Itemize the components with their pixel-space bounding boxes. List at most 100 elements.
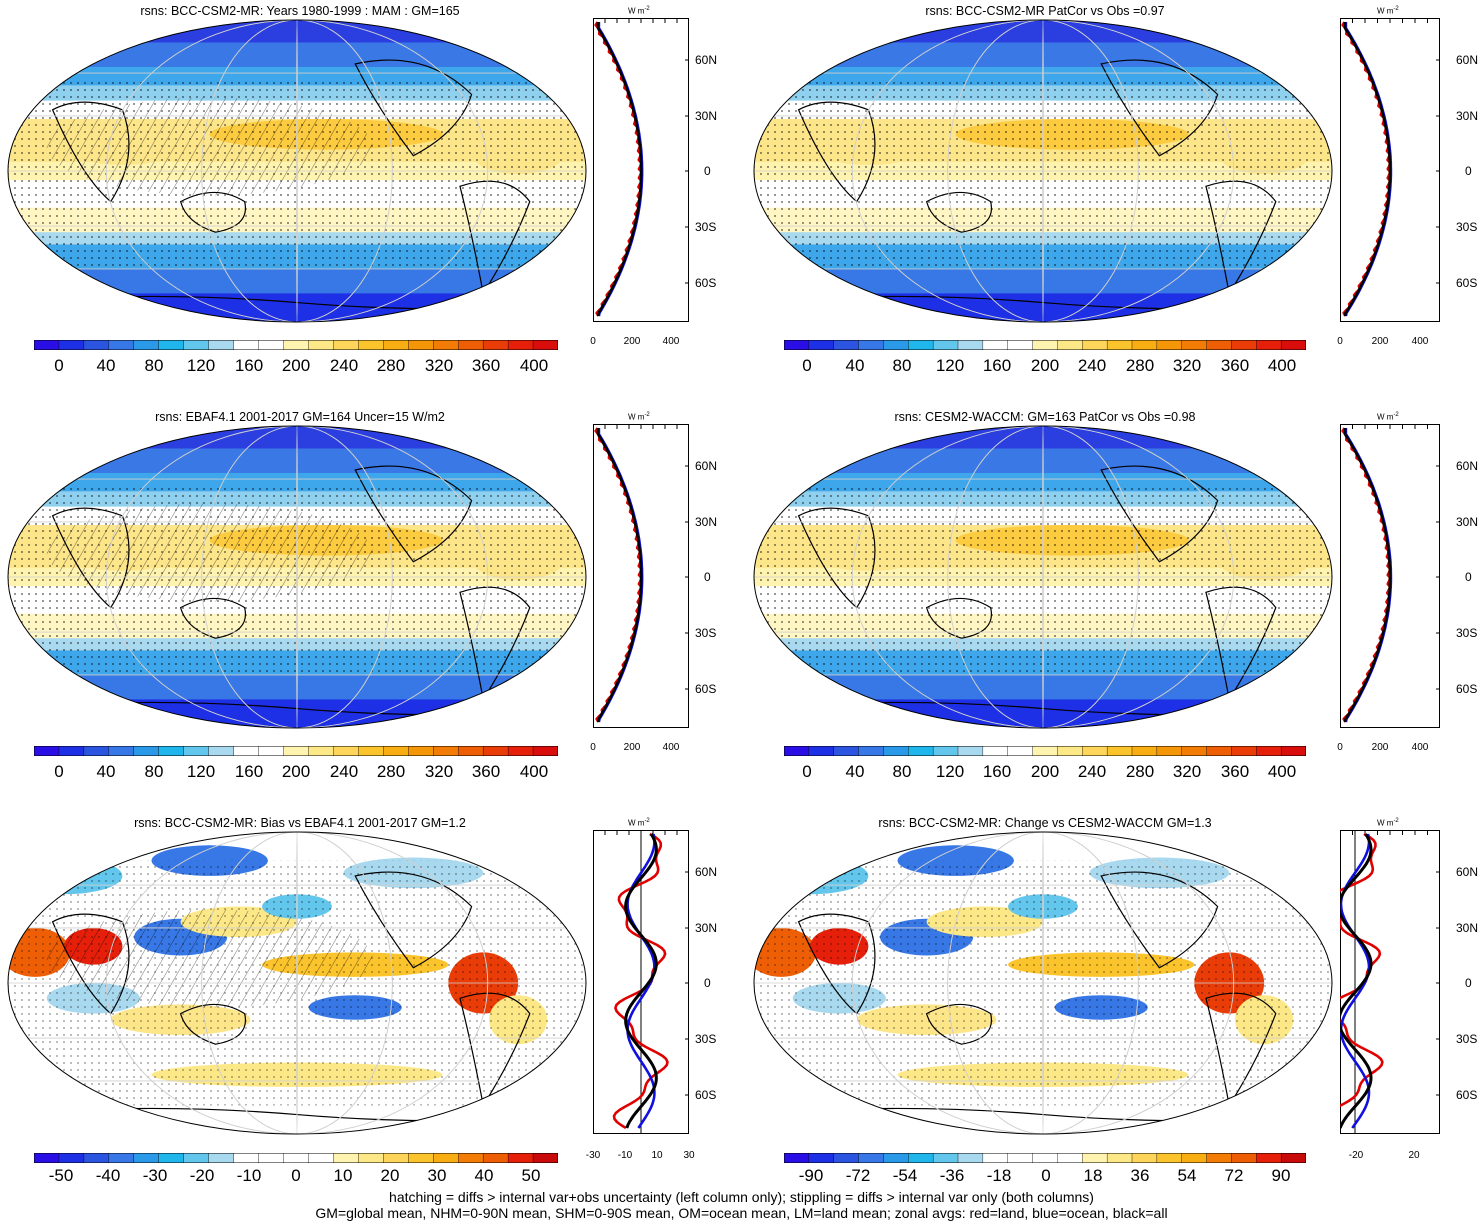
latitude-label: 60S xyxy=(695,682,717,696)
colorbar-tick-label: 240 xyxy=(1077,356,1107,375)
colorbar-tick-label: 240 xyxy=(329,356,359,375)
latitude-label: 30S xyxy=(1456,220,1478,234)
panel-title: rsns: BCC-CSM2-MR: Years 1980-1999 : MAM… xyxy=(140,4,460,18)
colorbar-tick-label: 80 xyxy=(892,762,912,781)
colorbar-tick-label: 280 xyxy=(376,762,406,781)
colorbar-tick-label: 50 xyxy=(521,1166,541,1185)
colorbar-tick-label: 20 xyxy=(380,1166,400,1185)
latitude-label: 30N xyxy=(695,515,718,529)
zonal-units-label: W m-2 xyxy=(1377,818,1399,828)
colorbar-tick-label: 360 xyxy=(1220,356,1250,375)
colorbar-tick-label: 320 xyxy=(1172,356,1202,375)
latitude-label: 0 xyxy=(1465,976,1472,990)
latitude-label: 0 xyxy=(704,976,711,990)
colorbar-tick-label: 0 xyxy=(802,356,812,375)
colorbar xyxy=(34,746,558,756)
colorbar-tick-label: -40 xyxy=(95,1166,121,1185)
colorbar-tick-label: -90 xyxy=(798,1166,824,1185)
zonal-x-tick-label: 0 xyxy=(590,336,596,347)
zonal-profile-plot xyxy=(593,830,689,1134)
colorbar-tick-label: 280 xyxy=(376,356,406,375)
colorbar-tick-label: 280 xyxy=(1125,356,1155,375)
zonal-units-label: W m-2 xyxy=(628,412,650,422)
colorbar-tick-label: 160 xyxy=(234,762,264,781)
latitude-label: 60S xyxy=(695,276,717,290)
colorbar-tick-label: 400 xyxy=(519,762,549,781)
colorbar-tick-label: 80 xyxy=(144,762,164,781)
zonal-x-tick-label: 400 xyxy=(1411,742,1429,753)
colorbar-tick-label: 200 xyxy=(1030,356,1060,375)
colorbar-tick-label: 320 xyxy=(1172,762,1202,781)
latitude-label: 0 xyxy=(1465,570,1472,584)
colorbar-tick-label: 40 xyxy=(474,1166,494,1185)
zonal-x-tick-label: 200 xyxy=(1371,742,1389,753)
colorbar-tick-label: 40 xyxy=(845,762,865,781)
colorbar-tick-label: 280 xyxy=(1125,762,1155,781)
colorbar xyxy=(784,340,1306,350)
colorbar-tick-label: 160 xyxy=(982,762,1012,781)
colorbar-tick-label: 200 xyxy=(1030,762,1060,781)
colorbar-tick-label: 72 xyxy=(1224,1166,1244,1185)
colorbar xyxy=(34,340,558,350)
zonal-x-tick-label: 200 xyxy=(623,336,641,347)
latitude-label: 30S xyxy=(1456,1032,1478,1046)
zonal-units-label: W m-2 xyxy=(1377,6,1399,16)
colorbar-tick-label: 320 xyxy=(424,356,454,375)
colorbar-tick-label: -50 xyxy=(48,1166,74,1185)
zonal-x-tick-label: -10 xyxy=(617,1150,633,1161)
panel-title: rsns: BCC-CSM2-MR: Bias vs EBAF4.1 2001-… xyxy=(134,816,466,830)
latitude-label: 0 xyxy=(704,164,711,178)
zonal-profile-plot xyxy=(593,18,689,322)
colorbar-tick-label: 200 xyxy=(281,356,311,375)
colorbar xyxy=(34,1153,558,1163)
colorbar-tick-label: 36 xyxy=(1130,1166,1150,1185)
panel-title: rsns: BCC-CSM2-MR: Change vs CESM2-WACCM… xyxy=(878,816,1212,830)
zonal-units-label: W m-2 xyxy=(628,818,650,828)
colorbar-tick-label: 120 xyxy=(186,356,216,375)
colorbar-tick-label: 10 xyxy=(333,1166,353,1185)
zonal-x-tick-label: 200 xyxy=(1371,336,1389,347)
colorbar-tick-label: 200 xyxy=(281,762,311,781)
colorbar-tick-label: 120 xyxy=(186,762,216,781)
colorbar-tick-label: -20 xyxy=(189,1166,215,1185)
colorbar-tick-label: 90 xyxy=(1271,1166,1291,1185)
latitude-label: 0 xyxy=(704,570,711,584)
latitude-label: 60S xyxy=(1456,276,1478,290)
latitude-label: 60N xyxy=(1456,865,1479,879)
latitude-label: 60N xyxy=(1456,53,1479,67)
map-panel-absolute xyxy=(753,425,1333,729)
panel-title: rsns: EBAF4.1 2001-2017 GM=164 Uncer=15 … xyxy=(155,410,445,424)
latitude-label: 60S xyxy=(1456,1088,1478,1102)
zonal-x-tick-label: -20 xyxy=(1348,1150,1364,1161)
colorbar-tick-label: 400 xyxy=(1267,356,1297,375)
colorbar-tick-label: 160 xyxy=(982,356,1012,375)
latitude-label: 60S xyxy=(1456,682,1478,696)
latitude-label: 30N xyxy=(695,109,718,123)
colorbar-tick-label: -18 xyxy=(986,1166,1012,1185)
colorbar-tick-label: -30 xyxy=(142,1166,168,1185)
colorbar-tick-label: 360 xyxy=(1220,762,1250,781)
latitude-label: 60N xyxy=(695,459,718,473)
zonal-x-tick-label: 10 xyxy=(651,1150,663,1161)
colorbar xyxy=(784,1153,1306,1163)
footer-caption-line1: hatching = diffs > internal var+obs unce… xyxy=(389,1189,1094,1205)
colorbar-tick-label: 360 xyxy=(471,762,501,781)
colorbar xyxy=(784,746,1306,756)
colorbar-tick-label: -36 xyxy=(939,1166,965,1185)
map-panel-absolute xyxy=(753,19,1333,323)
colorbar-tick-label: 80 xyxy=(892,356,912,375)
latitude-label: 30N xyxy=(695,921,718,935)
zonal-x-tick-label: -30 xyxy=(585,1150,601,1161)
colorbar-tick-label: 54 xyxy=(1177,1166,1197,1185)
zonal-x-tick-label: 400 xyxy=(662,742,680,753)
colorbar-tick-label: 0 xyxy=(291,1166,301,1185)
zonal-x-tick-label: 0 xyxy=(1337,742,1343,753)
colorbar-tick-label: 160 xyxy=(234,356,264,375)
zonal-x-tick-label: 0 xyxy=(1337,336,1343,347)
latitude-label: 0 xyxy=(1465,164,1472,178)
colorbar-tick-label: 240 xyxy=(1077,762,1107,781)
latitude-label: 30N xyxy=(1456,109,1479,123)
zonal-x-tick-label: 20 xyxy=(1408,1150,1420,1161)
map-panel-change xyxy=(753,831,1333,1135)
colorbar-tick-label: 0 xyxy=(802,762,812,781)
